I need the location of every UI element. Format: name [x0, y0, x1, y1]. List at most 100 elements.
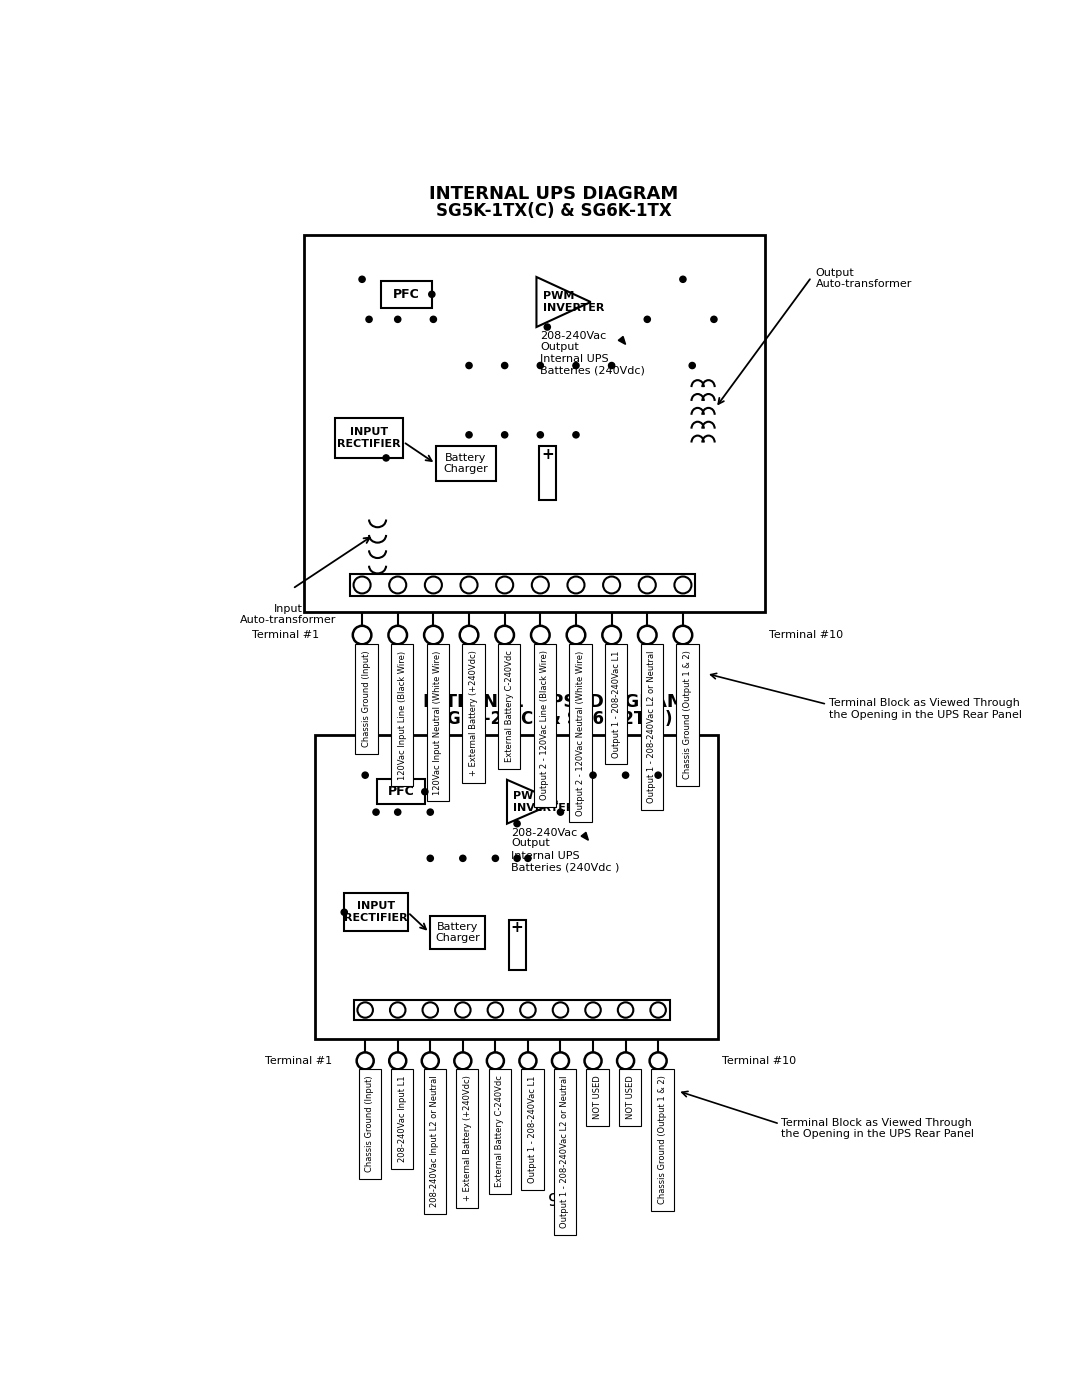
Circle shape [373, 809, 379, 816]
Circle shape [422, 789, 428, 795]
Text: Chassis Ground (Input): Chassis Ground (Input) [365, 1076, 374, 1172]
Text: Auto-transformer: Auto-transformer [815, 279, 912, 289]
Text: INVERTER: INVERTER [542, 303, 604, 313]
Text: Terminal #1: Terminal #1 [265, 1056, 332, 1066]
Text: Terminal #1: Terminal #1 [253, 630, 320, 640]
Text: Input: Input [274, 605, 302, 615]
Text: 120Vac Input Line (Black Wire): 120Vac Input Line (Black Wire) [397, 651, 407, 780]
Circle shape [394, 809, 401, 816]
Text: NOT USED: NOT USED [593, 1076, 602, 1119]
Text: NOT USED: NOT USED [625, 1076, 635, 1119]
Text: Terminal Block as Viewed Through
the Opening in the UPS Rear Panel: Terminal Block as Viewed Through the Ope… [828, 698, 1022, 719]
Text: Output: Output [540, 342, 579, 352]
Circle shape [644, 316, 650, 323]
Text: Chassis Ground (Output 1 & 2): Chassis Ground (Output 1 & 2) [658, 1076, 667, 1204]
Bar [539, 447, 556, 500]
Circle shape [359, 277, 365, 282]
Text: PWM: PWM [542, 291, 575, 300]
Bar [314, 735, 718, 1039]
Text: 208-240Vac: 208-240Vac [511, 827, 577, 838]
Circle shape [689, 362, 696, 369]
Text: RECTIFIER: RECTIFIER [337, 439, 401, 448]
Bar [430, 916, 485, 949]
Circle shape [622, 773, 629, 778]
Text: Output 2 - 120Vac Neutral (White Wire): Output 2 - 120Vac Neutral (White Wire) [576, 651, 585, 816]
Text: Output 1 - 208-240Vac L1: Output 1 - 208-240Vac L1 [528, 1076, 537, 1183]
Text: Terminal #10: Terminal #10 [769, 630, 843, 640]
Bar [345, 893, 408, 932]
Circle shape [572, 432, 579, 437]
Circle shape [514, 855, 521, 862]
Text: + External Battery (+240Vdc): + External Battery (+240Vdc) [463, 1076, 472, 1201]
Text: PFC: PFC [388, 785, 415, 798]
Circle shape [394, 316, 401, 323]
Circle shape [428, 855, 433, 862]
Text: Output 1 - 208-240Vac L1: Output 1 - 208-240Vac L1 [611, 651, 621, 757]
Circle shape [428, 809, 433, 816]
Text: Terminal Block as Viewed Through
the Opening in the UPS Rear Panel: Terminal Block as Viewed Through the Ope… [781, 1118, 974, 1140]
Text: Auto-transformer: Auto-transformer [240, 615, 337, 624]
Circle shape [501, 432, 508, 437]
Bar [381, 281, 432, 307]
Text: 208-240Vac Input L1: 208-240Vac Input L1 [397, 1076, 407, 1162]
Text: + External Battery (+240Vdc): + External Battery (+240Vdc) [469, 651, 478, 777]
Text: INPUT: INPUT [350, 426, 388, 437]
Text: Charger: Charger [444, 464, 488, 474]
Text: SG5K-1TX(C) & SG6K-1TX: SG5K-1TX(C) & SG6K-1TX [435, 203, 672, 221]
Text: 120Vac Input Neutral (White Wire): 120Vac Input Neutral (White Wire) [433, 651, 443, 795]
Text: PWM: PWM [513, 791, 544, 800]
Text: Internal UPS: Internal UPS [540, 353, 609, 365]
Circle shape [590, 773, 596, 778]
Bar [435, 447, 496, 481]
Circle shape [460, 855, 465, 862]
Text: Chassis Ground (Input): Chassis Ground (Input) [362, 651, 372, 747]
Text: INTERNAL  UPS  DIAGRAM: INTERNAL UPS DIAGRAM [422, 693, 685, 711]
Circle shape [366, 316, 373, 323]
Circle shape [362, 773, 368, 778]
Polygon shape [581, 833, 589, 840]
Text: Chassis Ground (Output 1 & 2): Chassis Ground (Output 1 & 2) [683, 651, 692, 780]
Text: RECTIFIER: RECTIFIER [345, 914, 408, 923]
Text: SG5K-2T(C) & SG6K-2T(C): SG5K-2T(C) & SG6K-2T(C) [435, 711, 672, 728]
Circle shape [525, 855, 531, 862]
Bar [303, 235, 765, 612]
Circle shape [572, 362, 579, 369]
Bar [353, 1000, 670, 1020]
Circle shape [341, 909, 348, 915]
Circle shape [383, 455, 389, 461]
Text: Output: Output [815, 268, 854, 278]
Polygon shape [618, 337, 625, 344]
Circle shape [492, 855, 499, 862]
Text: 9: 9 [548, 1192, 559, 1210]
Text: Terminal #10: Terminal #10 [721, 1056, 796, 1066]
Text: +: + [511, 921, 524, 935]
Circle shape [656, 773, 661, 778]
Bar [509, 921, 526, 970]
Text: INTERNAL UPS DIAGRAM: INTERNAL UPS DIAGRAM [429, 184, 678, 203]
Circle shape [537, 362, 543, 369]
Text: INVERTER: INVERTER [513, 803, 575, 813]
Text: +: + [541, 447, 554, 461]
Text: Output 1 - 208-240Vac L2 or Neutral: Output 1 - 208-240Vac L2 or Neutral [561, 1076, 569, 1228]
Circle shape [537, 432, 543, 437]
Text: Batteries (240Vdc ): Batteries (240Vdc ) [511, 862, 619, 872]
Circle shape [514, 820, 521, 827]
Circle shape [679, 277, 686, 282]
Circle shape [711, 316, 717, 323]
Text: PFC: PFC [393, 288, 420, 300]
Text: Battery: Battery [445, 453, 487, 464]
Bar [350, 574, 696, 595]
Circle shape [501, 362, 508, 369]
Text: INPUT: INPUT [357, 901, 395, 911]
Text: 208-240Vac Input L2 or Neutral: 208-240Vac Input L2 or Neutral [430, 1076, 440, 1207]
Circle shape [544, 324, 551, 330]
Text: 208-240Vac: 208-240Vac [540, 331, 607, 341]
Text: Internal UPS: Internal UPS [511, 851, 580, 861]
Bar [335, 418, 403, 458]
Text: Output 2 - 120Vac Line (Black Wire): Output 2 - 120Vac Line (Black Wire) [540, 651, 550, 800]
Bar [377, 780, 424, 805]
Text: Charger: Charger [435, 933, 480, 943]
Text: Battery: Battery [436, 922, 478, 932]
Text: External Battery C-240Vdc: External Battery C-240Vdc [496, 1076, 504, 1187]
Circle shape [608, 362, 615, 369]
